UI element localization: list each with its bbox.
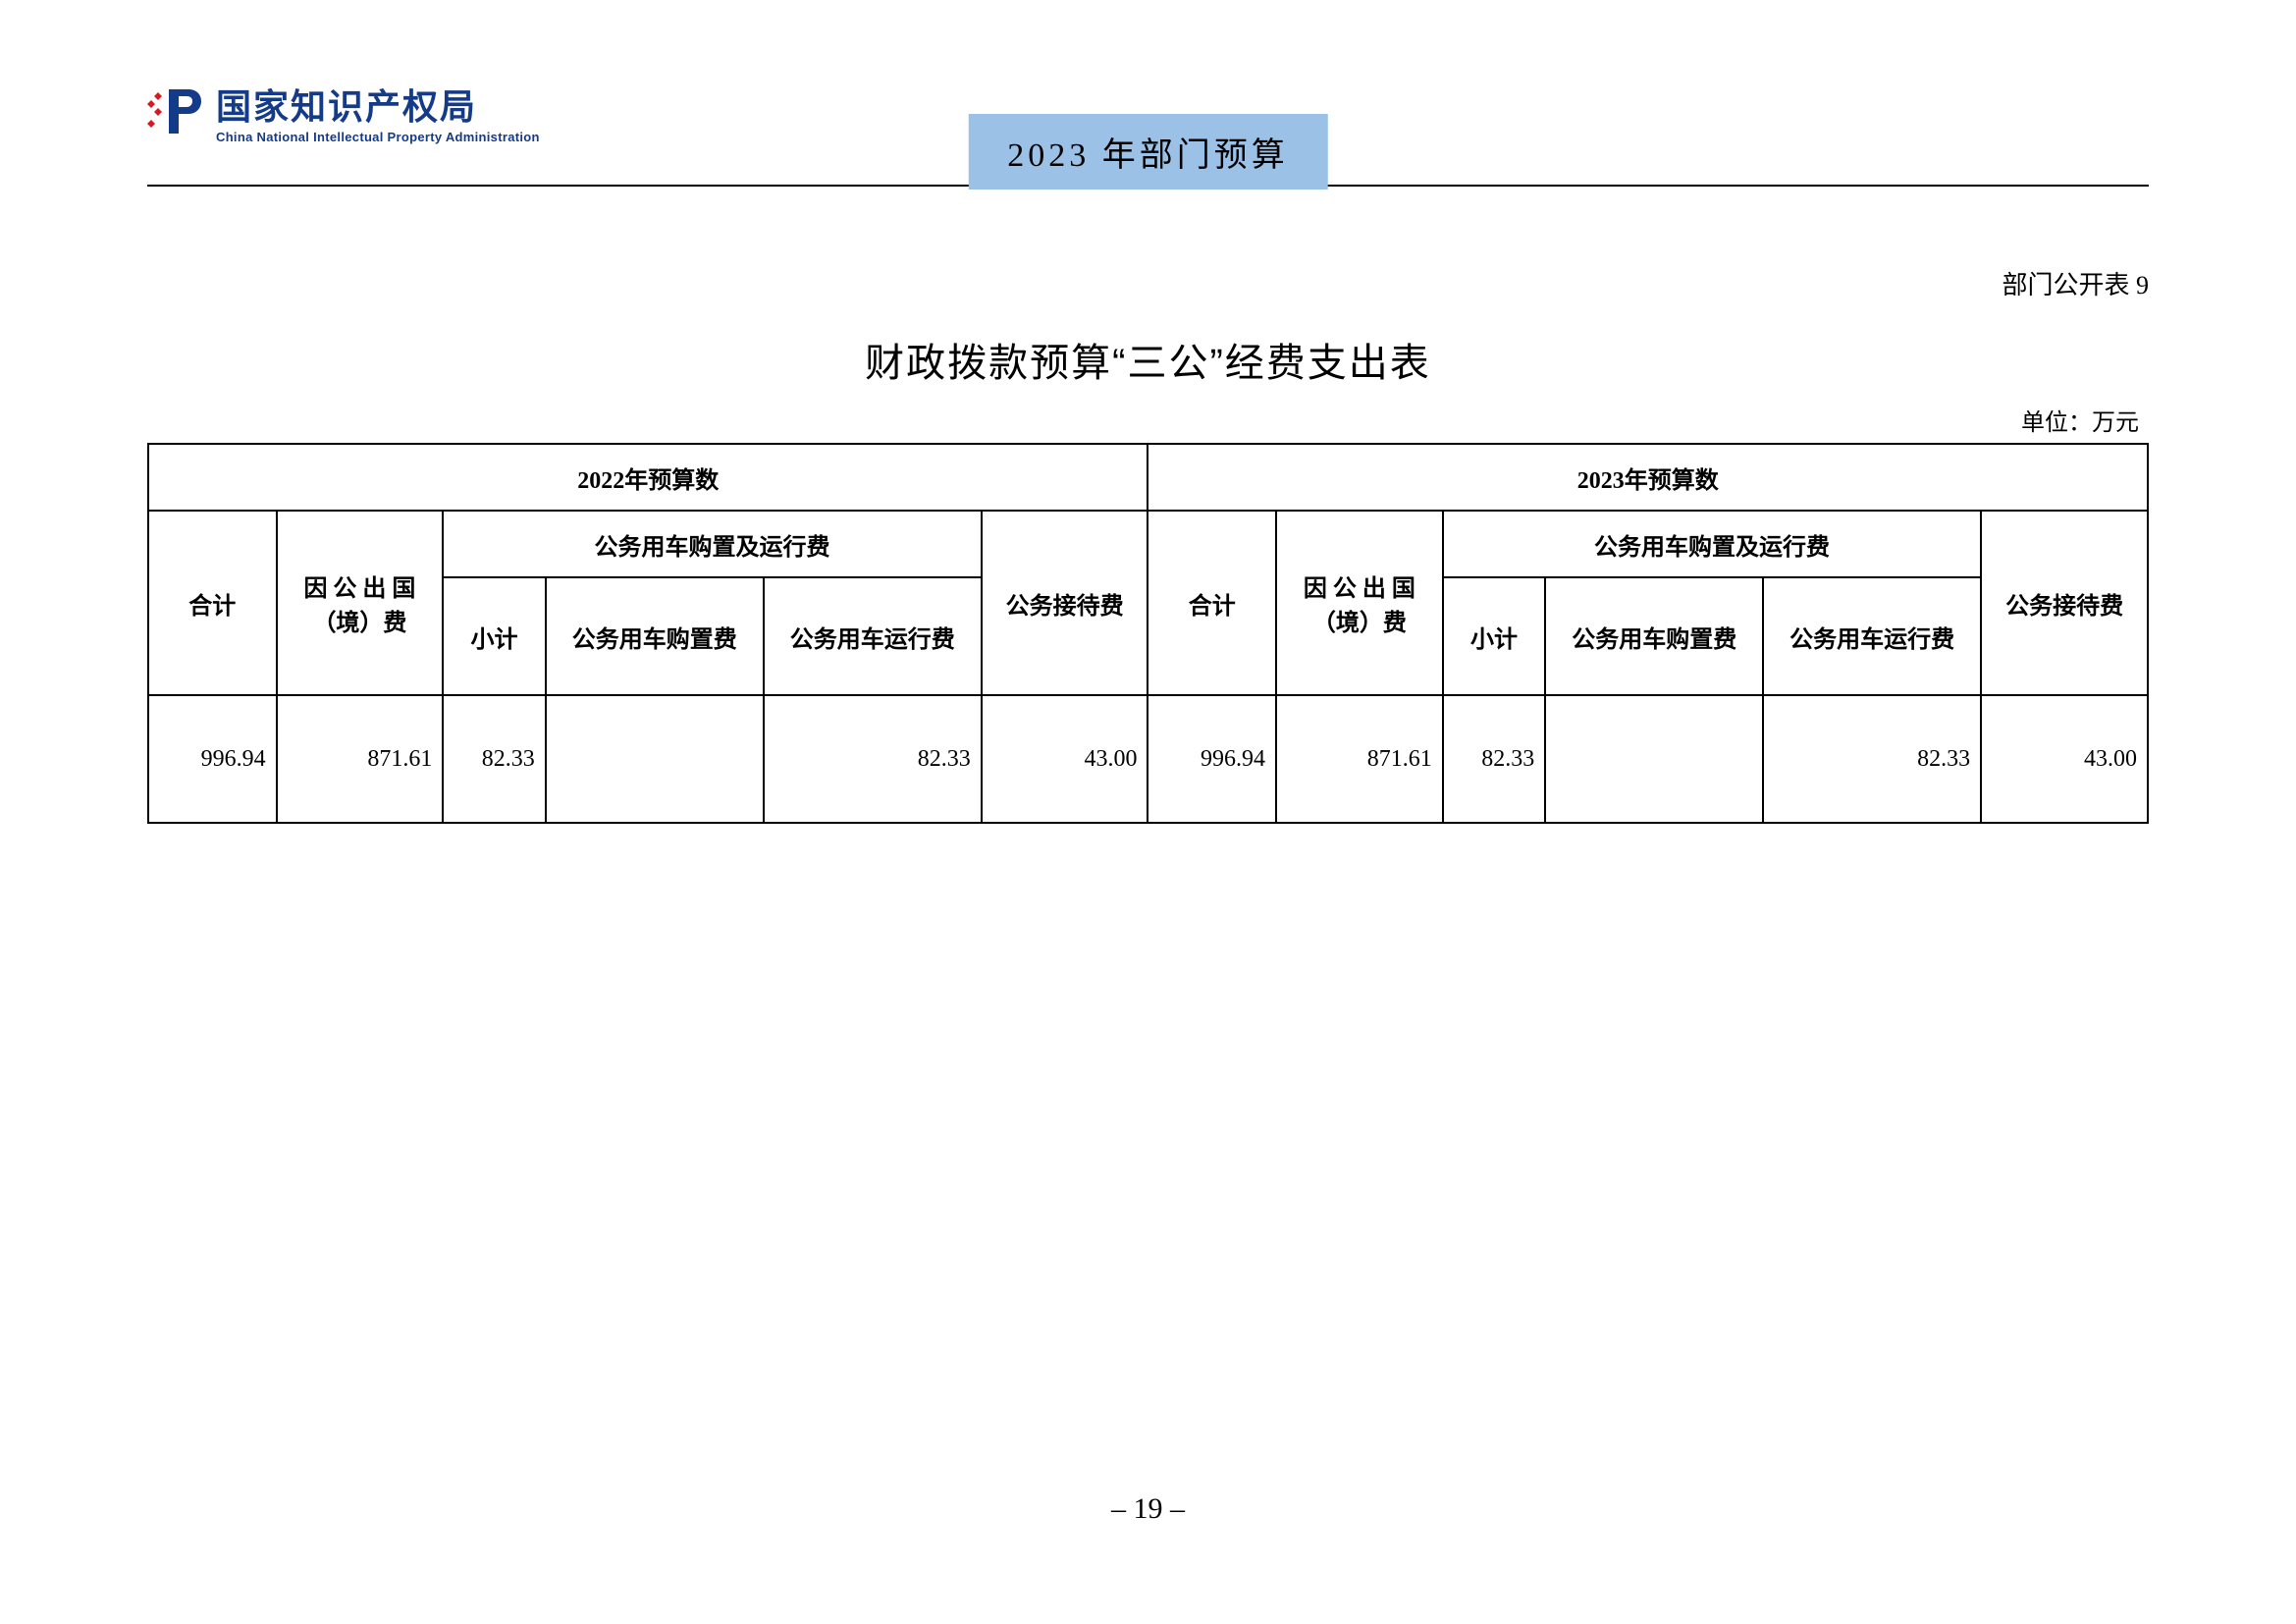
col-subtotal-2: 小计 [1443,577,1545,695]
table-row: 2022年预算数 2023年预算数 [148,444,2148,511]
col-abroad2-l2: （境）费 [1312,611,1407,636]
cell: 82.33 [443,695,545,823]
cell: 43.00 [1981,695,2148,823]
col-reception: 公务接待费 [982,511,1148,695]
cell: 82.33 [1763,695,1981,823]
col-subtotal: 小计 [443,577,545,695]
cell: 871.61 [1276,695,1443,823]
org-name-en: China National Intellectual Property Adm… [216,130,540,144]
cnipa-logo-icon [147,84,206,138]
col-abroad-l2: （境）费 [312,611,406,636]
header-2023: 2023年预算数 [1148,444,2148,511]
org-name: 国家知识产权局 China National Intellectual Prop… [216,79,540,144]
col-vehicle-group: 公务用车购置及运行费 [443,511,981,577]
table-row: 合计 因 公 出 国 （境）费 公务用车购置及运行费 公务接待费 合计 因 公 … [148,511,2148,577]
col-total: 合计 [148,511,277,695]
unit-label: 单位：万元 [147,403,2149,437]
col-abroad2-l1: 因 公 出 国 [1304,576,1415,602]
col-operate: 公务用车运行费 [764,577,982,695]
cell: 996.94 [148,695,277,823]
table-label: 部门公开表 9 [147,265,2149,301]
col-abroad-l1: 因 公 出 国 [303,576,415,602]
col-abroad-2: 因 公 出 国 （境）费 [1276,511,1443,695]
col-purchase: 公务用车购置费 [546,577,764,695]
org-logo: 国家知识产权局 China National Intellectual Prop… [147,79,540,144]
col-vehicle-group-2: 公务用车购置及运行费 [1443,511,1981,577]
page-title: 财政拨款预算“三公”经费支出表 [147,331,2149,388]
cell [546,695,764,823]
col-abroad: 因 公 出 国 （境）费 [277,511,444,695]
cell: 996.94 [1148,695,1276,823]
budget-table: 2022年预算数 2023年预算数 合计 因 公 出 国 （境）费 公务用车购置… [147,443,2149,824]
org-name-cn: 国家知识产权局 [216,79,540,130]
title-badge: 2023 年部门预算 [968,114,1328,189]
col-reception-2: 公务接待费 [1981,511,2148,695]
content-area: 部门公开表 9 财政拨款预算“三公”经费支出表 单位：万元 2022年预算数 2… [147,265,2149,824]
cell: 871.61 [277,695,444,823]
col-operate-2: 公务用车运行费 [1763,577,1981,695]
cell: 43.00 [982,695,1148,823]
col-purchase-2: 公务用车购置费 [1545,577,1763,695]
cell: 82.33 [1443,695,1545,823]
page-header: 国家知识产权局 China National Intellectual Prop… [147,79,2149,187]
col-total-2: 合计 [1148,511,1276,695]
cell: 82.33 [764,695,982,823]
header-2022: 2022年预算数 [148,444,1148,511]
cell [1545,695,1763,823]
table-row: 996.94 871.61 82.33 82.33 43.00 996.94 8… [148,695,2148,823]
page-number: – 19 – [1111,1492,1185,1526]
